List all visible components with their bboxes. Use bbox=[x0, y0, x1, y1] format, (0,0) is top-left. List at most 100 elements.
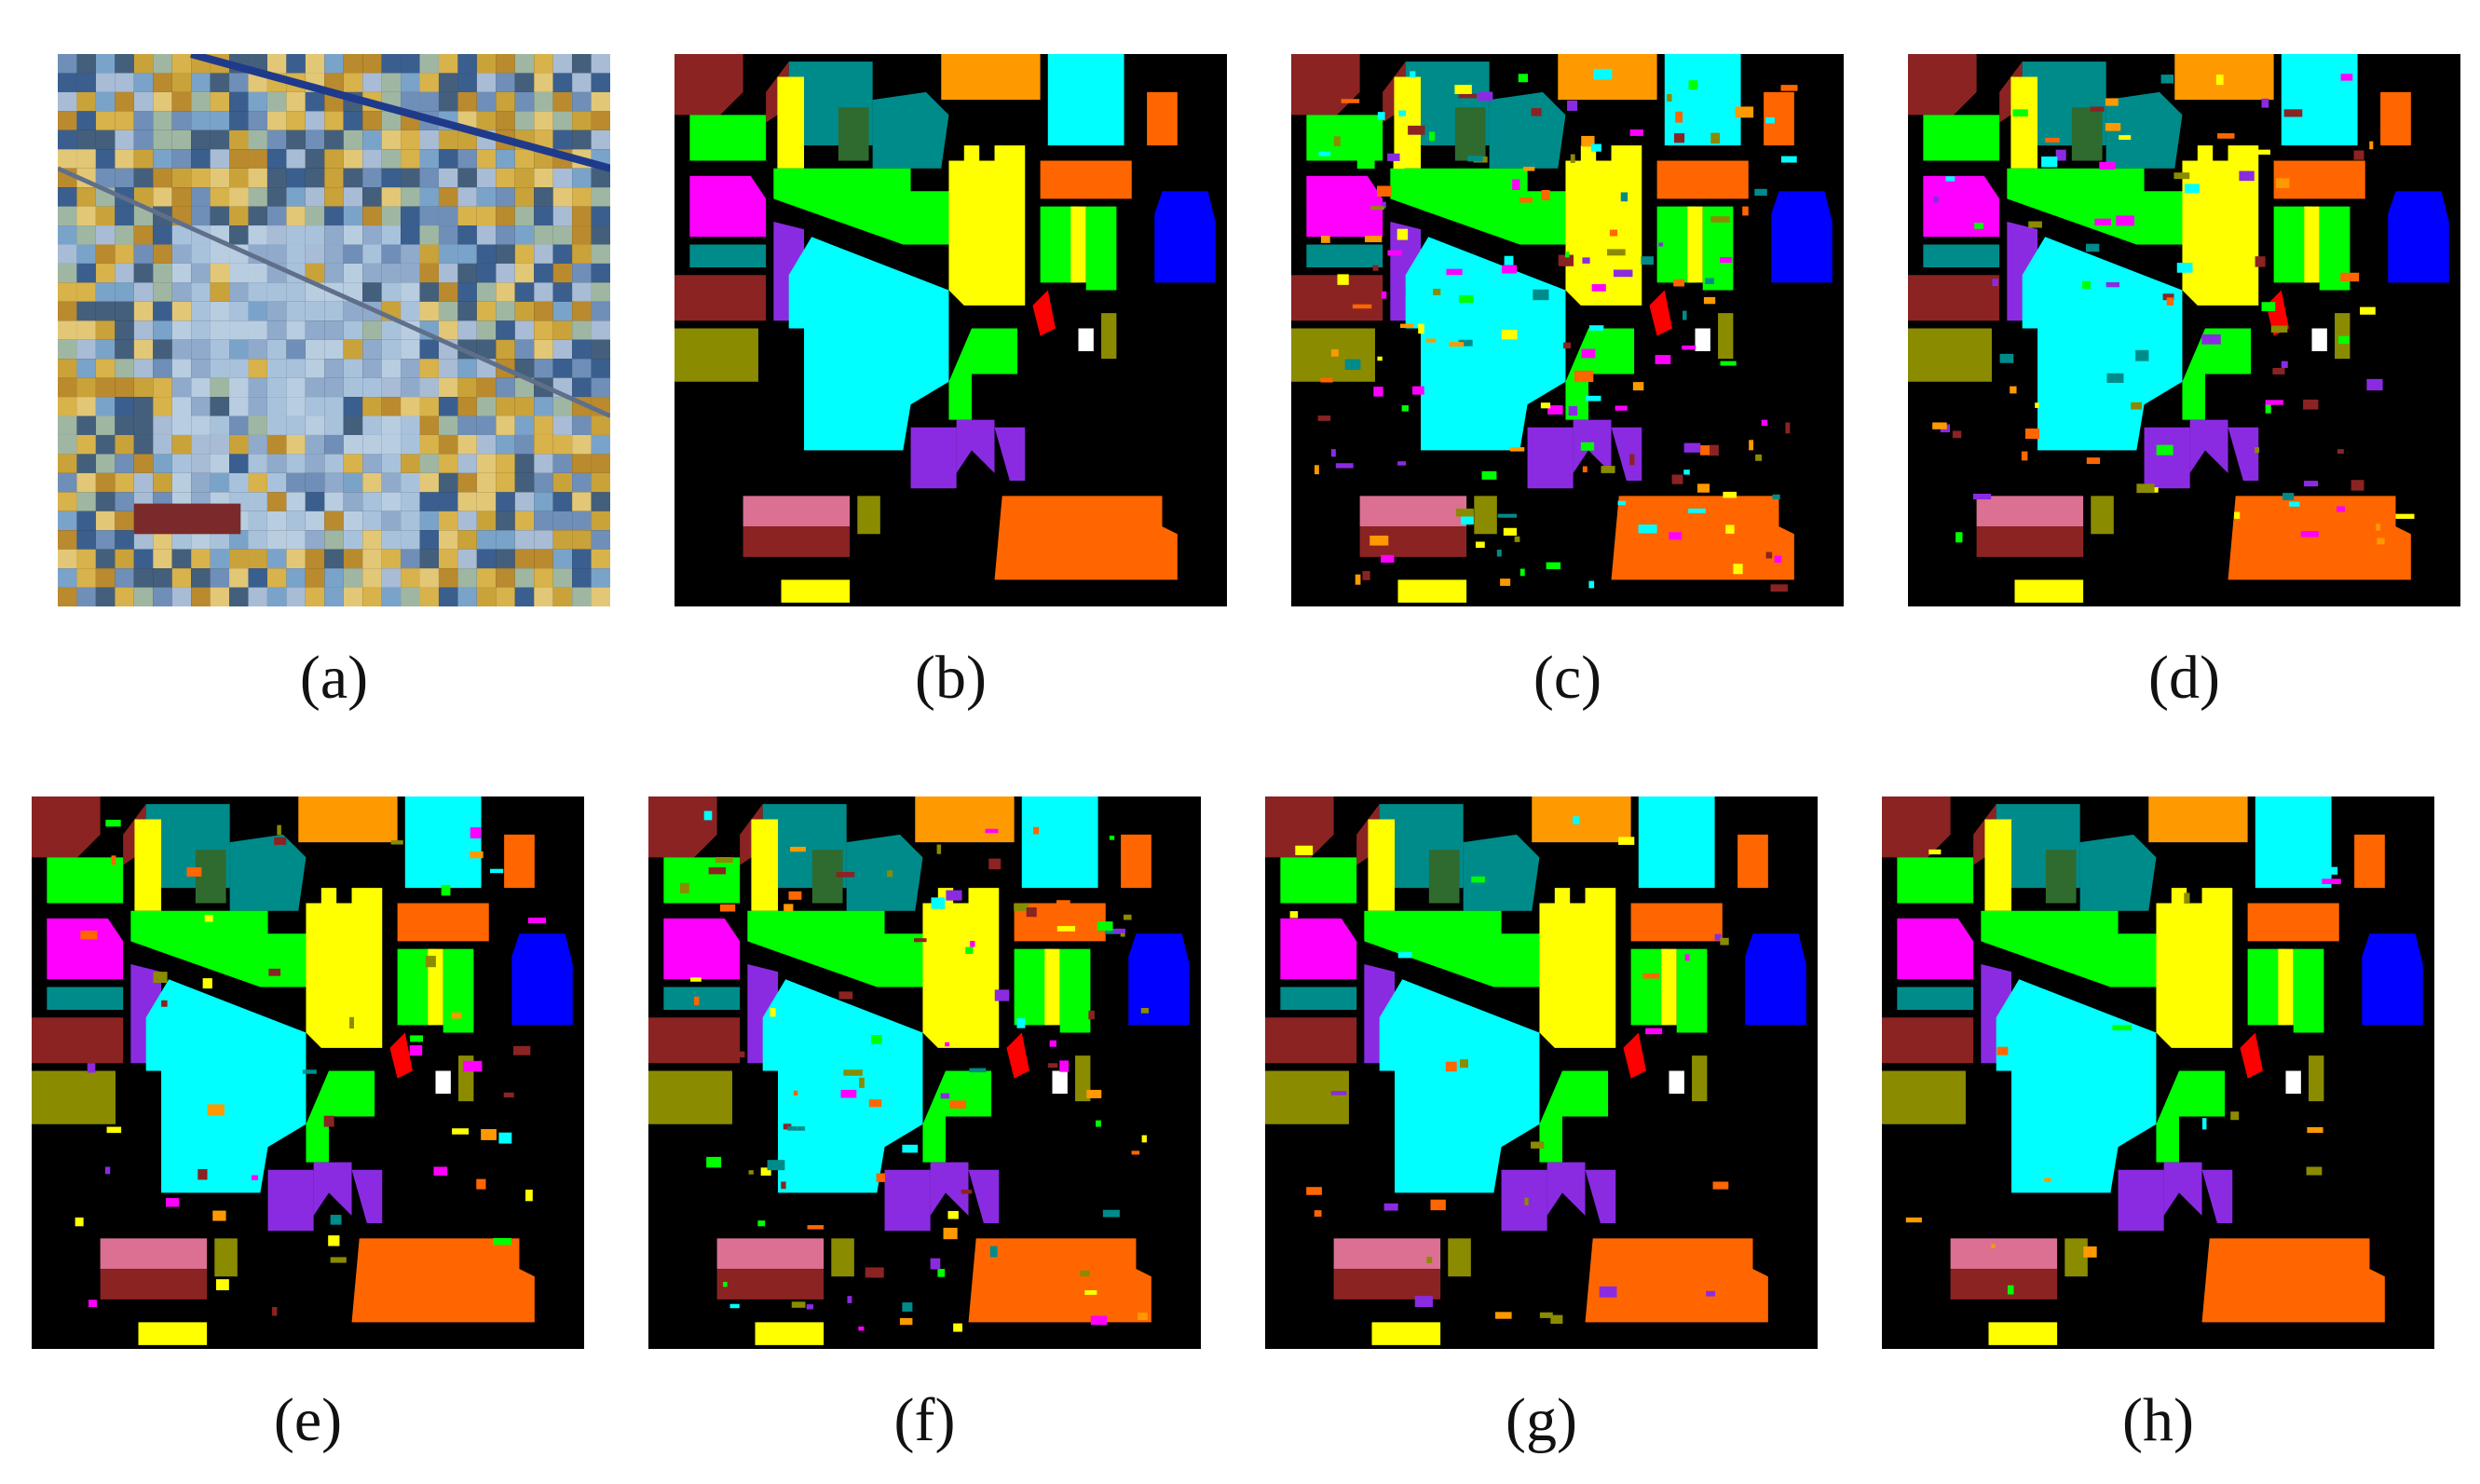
image-texture bbox=[305, 54, 325, 74]
image-texture bbox=[401, 73, 420, 92]
misclassified-pixels bbox=[1638, 524, 1657, 534]
image-texture bbox=[286, 320, 306, 340]
class-region-purple bbox=[2189, 419, 2228, 473]
image-texture bbox=[552, 472, 573, 493]
image-texture bbox=[133, 359, 154, 378]
class-region-orange-red bbox=[1040, 160, 1132, 199]
image-texture bbox=[58, 111, 77, 130]
image-texture bbox=[95, 149, 116, 169]
misclassified-pixels bbox=[2076, 371, 2092, 377]
misclassified-pixels bbox=[202, 978, 212, 989]
image-texture bbox=[401, 549, 420, 569]
image-texture bbox=[266, 91, 287, 112]
image-texture bbox=[324, 568, 344, 588]
misclassified-pixels bbox=[2160, 75, 2174, 84]
image-texture bbox=[305, 587, 325, 606]
image-texture bbox=[401, 244, 420, 264]
image-texture bbox=[133, 472, 154, 493]
image-texture bbox=[591, 54, 610, 74]
class-region-green bbox=[773, 168, 957, 245]
image-texture bbox=[266, 397, 287, 416]
image-texture bbox=[210, 397, 230, 416]
image-texture bbox=[191, 472, 211, 493]
class-region-olive bbox=[1692, 1055, 1708, 1102]
misclassified-pixels bbox=[719, 904, 736, 912]
image-texture bbox=[552, 549, 573, 569]
image-texture bbox=[514, 91, 535, 112]
image-texture bbox=[115, 530, 134, 550]
image-texture bbox=[58, 129, 77, 150]
image-texture bbox=[248, 454, 267, 473]
image-texture bbox=[248, 530, 267, 550]
class-region-maroon bbox=[1265, 1017, 1357, 1064]
image-texture bbox=[514, 530, 535, 550]
image-texture bbox=[496, 225, 515, 245]
image-texture bbox=[496, 149, 515, 169]
image-texture bbox=[286, 301, 306, 321]
class-region-teal bbox=[1306, 244, 1383, 268]
class-region-blue bbox=[2388, 191, 2449, 283]
image-texture bbox=[95, 568, 116, 588]
misclassified-pixels bbox=[1397, 228, 1409, 240]
image-texture bbox=[496, 301, 515, 321]
classification-map-c bbox=[1291, 54, 1844, 606]
class-region-yellow bbox=[922, 888, 1000, 1048]
image-texture bbox=[95, 434, 116, 455]
image-texture bbox=[210, 320, 230, 340]
misclassified-pixels bbox=[1344, 359, 1361, 371]
image-texture bbox=[476, 54, 497, 74]
misclassified-pixels bbox=[1033, 826, 1040, 835]
image-texture bbox=[171, 339, 192, 360]
image-texture bbox=[76, 111, 96, 130]
class-region-green bbox=[747, 910, 931, 987]
misclassified-pixels bbox=[937, 1269, 946, 1277]
misclassified-pixels bbox=[836, 871, 855, 878]
image-texture bbox=[438, 301, 458, 321]
misclassified-pixels bbox=[1109, 836, 1115, 840]
image-texture bbox=[324, 359, 344, 378]
image-texture bbox=[286, 549, 306, 569]
misclassified-pixels bbox=[1459, 1059, 1468, 1069]
image-texture bbox=[496, 339, 515, 360]
misclassified-pixels bbox=[1765, 551, 1773, 559]
image-texture bbox=[343, 339, 363, 360]
image-texture bbox=[343, 129, 363, 150]
image-texture bbox=[496, 91, 515, 112]
image-texture bbox=[496, 511, 515, 531]
class-region-purple bbox=[313, 1162, 352, 1216]
image-texture bbox=[496, 434, 515, 455]
image-texture bbox=[229, 339, 249, 360]
image-texture bbox=[133, 301, 154, 321]
class-region-green bbox=[47, 857, 124, 904]
misclassified-pixels bbox=[1518, 74, 1528, 83]
image-texture bbox=[58, 149, 77, 169]
misclassified-pixels bbox=[1369, 535, 1389, 546]
misclassified-pixels bbox=[793, 1090, 798, 1096]
image-texture bbox=[58, 73, 77, 92]
image-texture bbox=[476, 454, 497, 473]
misclassified-pixels bbox=[1425, 338, 1437, 343]
image-texture bbox=[191, 320, 211, 340]
misclassified-pixels bbox=[1952, 430, 1962, 439]
image-texture bbox=[153, 187, 172, 207]
image-texture bbox=[514, 168, 535, 188]
misclassified-pixels bbox=[723, 1282, 728, 1287]
image-texture bbox=[266, 225, 287, 245]
misclassified-pixels bbox=[1387, 250, 1403, 256]
image-texture bbox=[153, 415, 172, 435]
image-texture bbox=[572, 587, 592, 606]
image-texture bbox=[534, 263, 553, 283]
image-texture bbox=[381, 54, 402, 74]
image-texture bbox=[76, 149, 96, 169]
image-texture bbox=[476, 397, 497, 416]
image-texture bbox=[286, 282, 306, 302]
image-texture bbox=[401, 282, 420, 302]
image-texture bbox=[248, 472, 267, 493]
class-region-maroon bbox=[743, 526, 851, 557]
image-texture bbox=[438, 187, 458, 207]
image-texture bbox=[266, 301, 287, 321]
misclassified-pixels bbox=[1467, 156, 1483, 162]
class-region-cyan bbox=[1021, 796, 1098, 889]
image-texture bbox=[191, 129, 211, 150]
image-texture bbox=[534, 111, 553, 130]
